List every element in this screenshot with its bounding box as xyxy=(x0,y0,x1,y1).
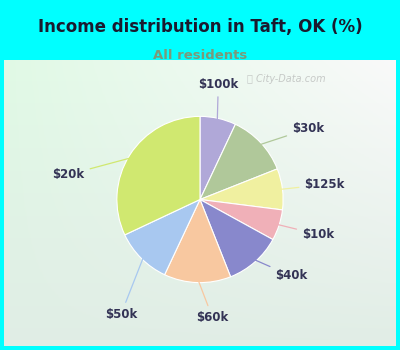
Text: Income distribution in Taft, OK (%): Income distribution in Taft, OK (%) xyxy=(38,18,362,36)
Text: $125k: $125k xyxy=(281,178,345,191)
Text: $100k: $100k xyxy=(198,78,238,120)
Text: All residents: All residents xyxy=(153,49,247,62)
Text: $20k: $20k xyxy=(52,158,131,181)
Wedge shape xyxy=(200,169,283,210)
Text: $50k: $50k xyxy=(105,258,143,321)
Wedge shape xyxy=(125,199,200,275)
Text: $40k: $40k xyxy=(255,260,308,282)
Wedge shape xyxy=(165,199,231,282)
Text: $10k: $10k xyxy=(278,225,334,241)
Wedge shape xyxy=(117,116,200,235)
Text: $60k: $60k xyxy=(196,281,228,324)
Wedge shape xyxy=(200,199,282,239)
Wedge shape xyxy=(200,116,235,200)
Wedge shape xyxy=(200,124,277,200)
Wedge shape xyxy=(200,199,273,277)
Text: $30k: $30k xyxy=(260,122,324,145)
Text: ⓘ City-Data.com: ⓘ City-Data.com xyxy=(247,74,326,84)
